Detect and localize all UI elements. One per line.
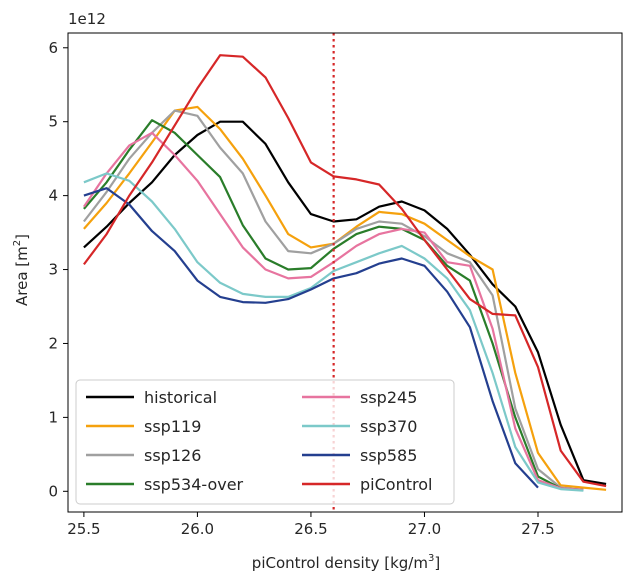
y-tick-label: 2 bbox=[48, 334, 58, 352]
legend-label: ssp245 bbox=[360, 388, 417, 407]
y-tick-label: 0 bbox=[48, 482, 58, 500]
legend-label: ssp119 bbox=[144, 417, 201, 436]
legend-label: ssp126 bbox=[144, 446, 201, 465]
x-tick-label: 26.0 bbox=[181, 520, 214, 538]
legend: historical ssp119 ssp126 ssp534-over ssp245 s… bbox=[75, 379, 455, 505]
x-tick-label: 27.5 bbox=[521, 520, 554, 538]
x-tick-label: 27.0 bbox=[408, 520, 441, 538]
series-line-ssp585 bbox=[83, 187, 539, 489]
legend-label: ssp370 bbox=[360, 417, 417, 436]
legend-label: piControl bbox=[360, 475, 432, 494]
y-tick-label: 4 bbox=[48, 187, 58, 205]
y-tick-label: 1 bbox=[48, 408, 58, 426]
series-line-piControl bbox=[83, 54, 607, 488]
y-axis-label: Area [m2] bbox=[12, 234, 31, 306]
y-tick-label: 6 bbox=[48, 39, 58, 57]
x-ticks: 25.5 26.0 26.5 27.0 27.5 bbox=[67, 512, 555, 538]
legend-label: ssp585 bbox=[360, 446, 417, 465]
legend-label: historical bbox=[144, 388, 217, 407]
series-line-ssp534-over bbox=[83, 119, 584, 491]
legend-box bbox=[75, 379, 455, 505]
series-line-historical bbox=[83, 120, 607, 485]
legend-label: ssp534-over bbox=[144, 475, 244, 494]
x-axis-label: piControl density [kg/m3] bbox=[252, 553, 440, 572]
plot-frame bbox=[67, 32, 623, 513]
x-tick-label: 25.5 bbox=[67, 520, 100, 538]
y-tick-label: 5 bbox=[48, 113, 58, 131]
y-ticks: 0 1 2 3 4 5 6 bbox=[48, 39, 68, 500]
y-tick-label: 3 bbox=[48, 261, 58, 279]
series-line-ssp370 bbox=[83, 172, 584, 492]
x-tick-label: 26.5 bbox=[294, 520, 327, 538]
y-axis-multiplier: 1e12 bbox=[68, 10, 106, 28]
